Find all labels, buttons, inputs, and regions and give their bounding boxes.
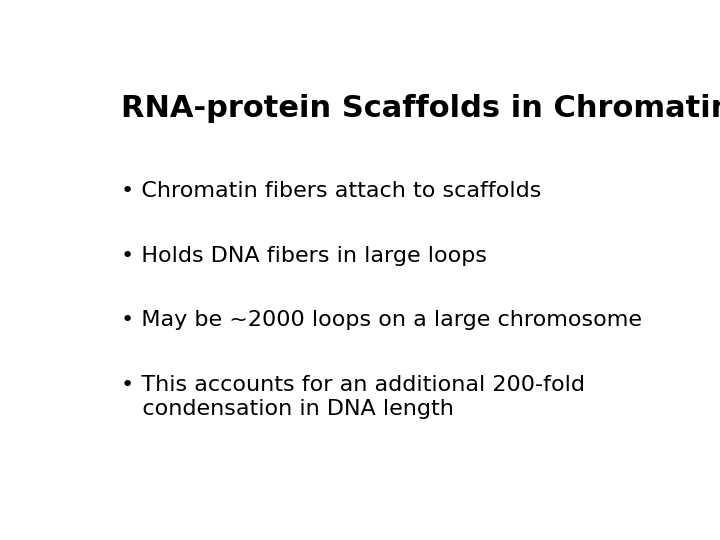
Text: • Holds DNA fibers in large loops: • Holds DNA fibers in large loops <box>121 246 487 266</box>
Text: • May be ~2000 loops on a large chromosome: • May be ~2000 loops on a large chromoso… <box>121 310 642 330</box>
Text: • This accounts for an additional 200-fold
   condensation in DNA length: • This accounts for an additional 200-fo… <box>121 375 585 420</box>
Text: RNA-protein Scaffolds in Chromatin: RNA-protein Scaffolds in Chromatin <box>121 94 720 123</box>
Text: • Chromatin fibers attach to scaffolds: • Chromatin fibers attach to scaffolds <box>121 181 541 201</box>
